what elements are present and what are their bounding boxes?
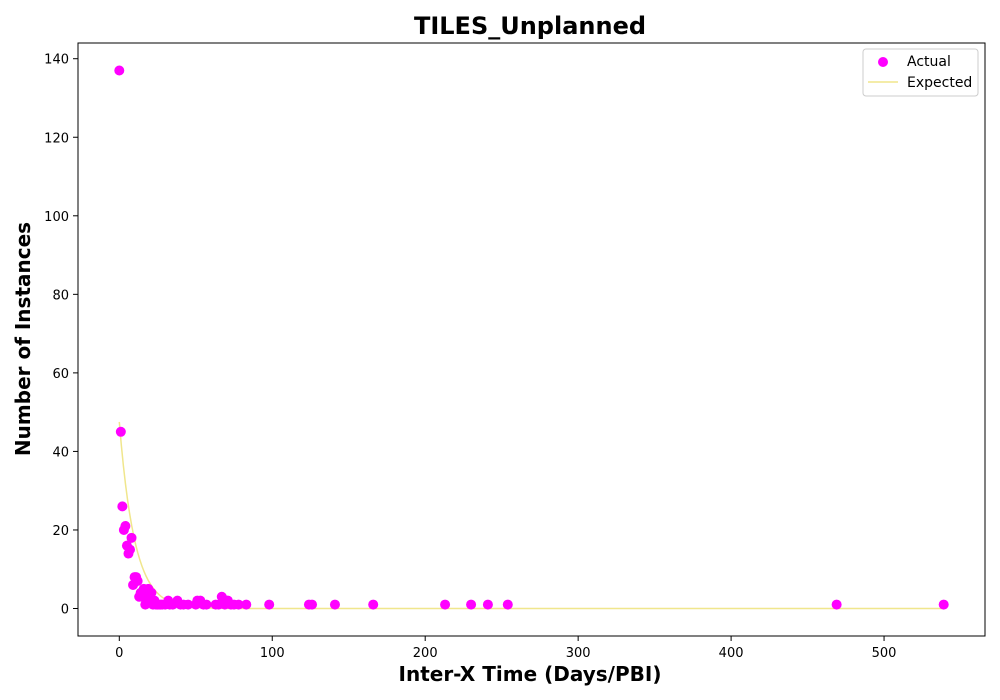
- data-point: [502, 599, 513, 610]
- x-tick-label: 0: [115, 646, 123, 661]
- x-tick-label: 100: [260, 646, 285, 661]
- data-point: [125, 544, 135, 555]
- y-tick-label: 60: [52, 367, 69, 382]
- y-tick-label: 140: [44, 53, 69, 68]
- data-point: [115, 426, 126, 437]
- data-point: [368, 599, 379, 610]
- data-point: [146, 587, 157, 598]
- x-tick-label: 300: [566, 646, 591, 661]
- legend-box: [862, 48, 979, 97]
- legend-label-expected: Expected: [907, 75, 972, 91]
- x-tick-label: 500: [872, 646, 897, 661]
- data-point: [307, 599, 318, 610]
- y-tick-label: 120: [44, 131, 69, 146]
- legend: Actual Expected: [862, 48, 979, 97]
- data-point: [466, 599, 477, 610]
- data-point: [264, 599, 275, 610]
- data-point: [831, 599, 842, 610]
- x-axis-ticks: 0 100 200 300 400 500: [115, 636, 896, 661]
- data-point: [329, 599, 340, 610]
- expected-curve: [118, 421, 944, 610]
- data-point: [201, 599, 212, 610]
- y-tick-label: 100: [44, 210, 69, 225]
- data-point: [440, 599, 451, 610]
- data-point: [241, 599, 252, 610]
- data-point: [114, 65, 125, 76]
- legend-marker-actual: [878, 57, 888, 67]
- y-axis-label: Number of Instances: [11, 222, 35, 456]
- x-tick-label: 200: [413, 646, 438, 661]
- data-point: [233, 599, 244, 610]
- data-point: [117, 501, 128, 512]
- plot-frame: [77, 42, 986, 637]
- data-point: [126, 532, 137, 543]
- chart-title: TILES_Unplanned: [414, 12, 646, 40]
- data-point: [183, 599, 194, 610]
- y-tick-label: 0: [61, 603, 69, 618]
- x-tick-label: 400: [719, 646, 744, 661]
- y-tick-label: 40: [52, 445, 69, 460]
- legend-label-actual: Actual: [907, 54, 951, 70]
- data-point: [938, 599, 949, 610]
- data-point: [120, 521, 131, 532]
- plot-area: [114, 65, 949, 610]
- y-tick-label: 20: [52, 524, 69, 539]
- data-point: [132, 576, 143, 587]
- y-axis-ticks: 0 20 40 60 80 100 120 140: [44, 53, 78, 618]
- y-tick-label: 80: [52, 288, 69, 303]
- data-point: [482, 599, 493, 610]
- x-axis-label: Inter-X Time (Days/PBI): [399, 662, 662, 686]
